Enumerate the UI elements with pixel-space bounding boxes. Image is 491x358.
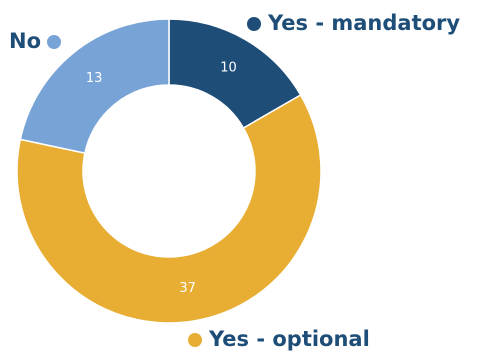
legend-item-no: No bbox=[9, 29, 62, 53]
legend-marker-yes-mandatory bbox=[247, 16, 261, 31]
legend-marker-yes-optional bbox=[188, 332, 202, 347]
legend-item-yes-mandatory: Yes - mandatory bbox=[247, 13, 460, 34]
legend-marker-no bbox=[47, 34, 62, 49]
data-label-yes-mandatory: 10 bbox=[220, 60, 237, 75]
legend-label-yes-mandatory: Yes - mandatory bbox=[268, 11, 461, 35]
data-label-no: 13 bbox=[86, 71, 103, 86]
donut-slice-no bbox=[19, 18, 170, 155]
data-label-yes-optional: 37 bbox=[179, 281, 196, 296]
legend-label-yes-optional: Yes - optional bbox=[209, 327, 370, 351]
legend-item-yes-optional: Yes - optional bbox=[188, 329, 370, 350]
legend-label-no: No bbox=[9, 29, 42, 53]
donut-slice-yes-optional bbox=[16, 93, 322, 324]
